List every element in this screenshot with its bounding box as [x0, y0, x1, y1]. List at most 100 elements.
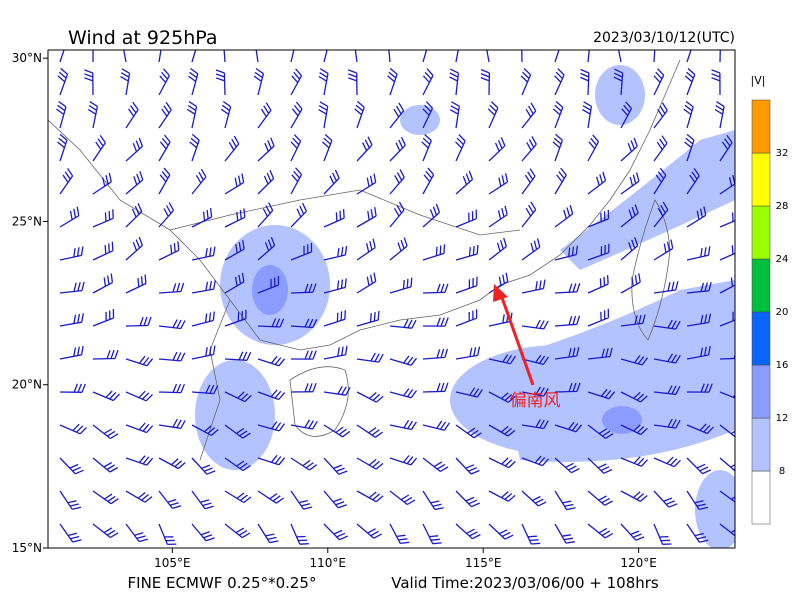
wind-barb [554, 205, 574, 228]
wind-barb [125, 390, 153, 402]
wind-barb [125, 490, 153, 503]
wind-barb [620, 355, 649, 366]
colorbar-swatch [751, 417, 771, 472]
wind-barb [57, 67, 69, 96]
annotation-arrowhead [493, 284, 508, 302]
wind-barb [521, 386, 549, 397]
wind-barb [356, 272, 377, 294]
wind-barb [255, 50, 259, 63]
wind-barb [356, 310, 380, 327]
wind-barb [684, 68, 696, 96]
wind-barb [587, 523, 614, 539]
wind-barb [257, 490, 284, 504]
wind-barb [92, 273, 114, 294]
wind-barb [683, 100, 694, 129]
wind-barb [521, 201, 537, 228]
wind-barb [323, 169, 340, 195]
wind-barb [719, 275, 735, 294]
wind-barb [223, 50, 226, 63]
wind-barb [290, 283, 317, 294]
wind-barb [389, 523, 410, 545]
wind-barb [92, 490, 119, 505]
annotation-arrow [498, 291, 535, 386]
wind-barb [422, 68, 434, 96]
valid-label: Valid Time:2023/03/06/00 + 108hrs [391, 574, 659, 592]
wind-barb [488, 490, 516, 502]
wind-barb [653, 523, 672, 545]
wind-barb [653, 418, 681, 429]
wind-barb [59, 313, 84, 327]
wind-barb [191, 246, 216, 261]
wind-barb [620, 490, 648, 502]
wind-barb [719, 245, 735, 261]
wind-barb [158, 490, 182, 510]
wind-barb [92, 424, 119, 440]
wind-barb [686, 523, 709, 543]
wind-barb [290, 68, 303, 96]
wind-barb [554, 167, 567, 195]
lat-tick-label: 30°N [12, 51, 42, 65]
wind-barb [422, 167, 435, 195]
wind-barb [587, 388, 616, 400]
wind-barb [488, 173, 509, 195]
lat-tick-label: 25°N [12, 214, 42, 228]
wind-barb [521, 168, 536, 195]
wind-barb [686, 345, 711, 360]
wind-barb [686, 313, 712, 327]
wind-barb [224, 208, 246, 228]
wind-barb [488, 137, 506, 162]
wind-barb [224, 351, 252, 361]
wind-barb [290, 242, 313, 261]
wind-barb [59, 50, 65, 63]
wind-barb [521, 354, 550, 366]
coastlines [48, 59, 681, 461]
wind-barb [580, 68, 590, 96]
wind-barb [257, 275, 280, 294]
wind-barb [455, 424, 482, 439]
wind-barb [422, 283, 449, 294]
wind-barb [389, 455, 418, 466]
wind-barb [356, 173, 377, 195]
wind-barb [356, 391, 384, 403]
wind-barb [488, 391, 516, 403]
wind-barb [455, 170, 474, 195]
wind-barb [554, 68, 565, 96]
wind-barb [587, 424, 614, 439]
wind-barb [59, 457, 84, 475]
wind-barb [422, 348, 449, 360]
wind-barb [59, 523, 82, 543]
wind-barb [719, 391, 735, 399]
wind-barb [158, 282, 185, 294]
wind-barb [389, 102, 405, 129]
wind-barb [125, 171, 144, 195]
wind-barb [554, 315, 581, 327]
wind-barb [620, 456, 648, 467]
wind-barb [257, 236, 276, 261]
wind-barb [323, 310, 346, 327]
wind-barb [290, 318, 318, 329]
wind-barb [356, 352, 384, 363]
wind-barb [158, 319, 186, 330]
wind-barb [389, 201, 405, 228]
wind-barb [521, 279, 546, 294]
wind-barb [389, 277, 413, 294]
wind-barb [125, 355, 154, 367]
wind-barb [356, 523, 383, 539]
wind-barb [653, 167, 667, 195]
wind-barb [422, 101, 434, 129]
wind-barb [323, 385, 351, 396]
wind-barb [191, 50, 197, 63]
wind-barb [318, 101, 329, 129]
annotation: 偏南风 [510, 391, 561, 411]
map-area [48, 50, 735, 548]
wind-barb [323, 424, 351, 438]
wind-barb [422, 457, 449, 473]
wind-barb [653, 68, 665, 96]
wind-barb [356, 424, 383, 438]
wind-barb [125, 137, 144, 162]
wind-barb [653, 281, 679, 294]
wind-barb [455, 276, 478, 294]
wind-barb [224, 173, 245, 195]
wind-barb [521, 455, 549, 467]
